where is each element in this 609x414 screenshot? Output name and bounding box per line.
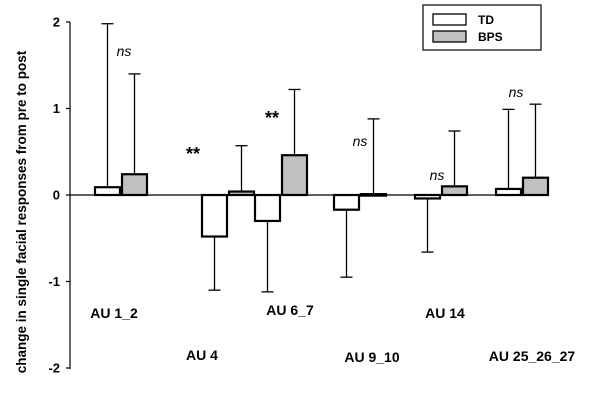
category-label: AU 1_2 xyxy=(90,305,138,321)
legend-label-bps: BPS xyxy=(478,30,503,44)
y-tick-label: 0 xyxy=(53,188,60,203)
category-label: AU 9_10 xyxy=(344,349,399,365)
category-labels: AU 1_2 AU 4 AU 6_7 AU 9_10 AU 14 AU 25_26_27 xyxy=(90,302,575,365)
significance-label: ns xyxy=(509,84,524,100)
bar-td xyxy=(413,193,442,200)
y-axis-label: change in single facial responses from p… xyxy=(14,50,29,373)
category-label: AU 25_26_27 xyxy=(489,348,576,364)
legend: TD BPS xyxy=(422,4,542,51)
bars xyxy=(93,154,550,238)
bar-bps xyxy=(120,173,149,197)
significance-label: ** xyxy=(186,144,200,164)
error-bars xyxy=(101,23,542,293)
bar-td xyxy=(494,187,523,197)
bar-td xyxy=(332,193,361,211)
bar-bps xyxy=(521,176,550,197)
bar-bps xyxy=(359,193,388,197)
category-label: AU 14 xyxy=(425,305,465,321)
bar-td xyxy=(253,193,282,223)
y-axis-ticks: 2 1 0 -1 -2 xyxy=(48,15,70,376)
bar-td xyxy=(93,186,122,197)
y-tick-label: -2 xyxy=(48,361,60,376)
legend-swatch-td xyxy=(432,13,467,26)
significance-annotations: ns ** ** ns ns ns xyxy=(117,43,524,183)
bar-bps xyxy=(280,154,309,197)
bar-bps xyxy=(227,190,256,197)
bar-bps xyxy=(440,185,469,197)
category-label: AU 4 xyxy=(186,347,218,363)
category-label: AU 6_7 xyxy=(266,302,314,318)
significance-label: ns xyxy=(430,167,445,183)
y-tick-label: -1 xyxy=(48,274,60,289)
significance-label: ns xyxy=(117,43,132,59)
legend-swatch-bps xyxy=(432,30,467,43)
bar-td xyxy=(200,193,229,238)
y-tick-label: 2 xyxy=(53,15,60,30)
significance-label: ns xyxy=(353,133,368,149)
y-tick-label: 1 xyxy=(53,101,60,116)
legend-label-td: TD xyxy=(478,13,494,27)
significance-label: ** xyxy=(265,108,279,128)
